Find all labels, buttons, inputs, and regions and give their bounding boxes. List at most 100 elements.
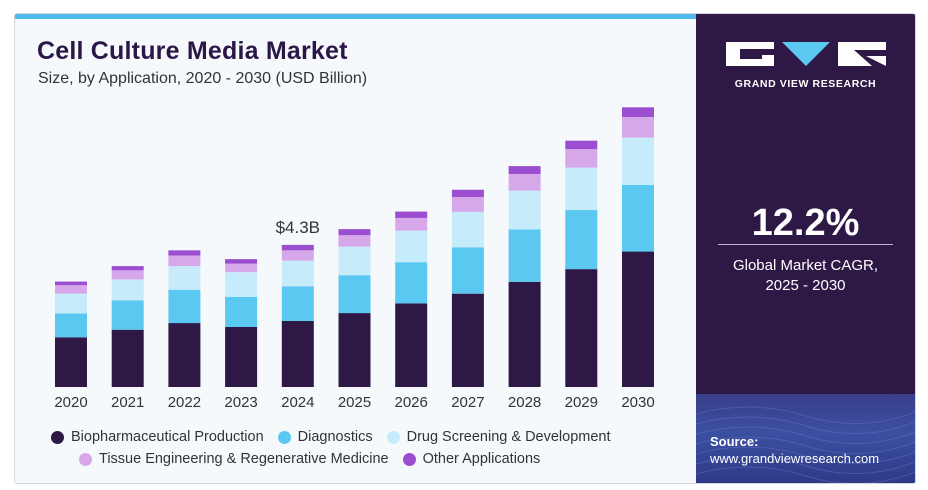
bar-segment-2026-5 [395,211,428,218]
legend-label: Diagnostics [297,429,373,445]
legend-dot [402,452,416,466]
legend-dot [277,430,291,444]
bar-segment-2028-5 [508,166,541,174]
bar-segment-2021-1 [111,329,144,387]
legend-item-other-applications: Other Applications [402,451,541,467]
bar-segment-2028-3 [508,190,541,230]
bar-segment-2020-2 [55,313,87,338]
bar-segment-2026-2 [395,262,428,304]
x-tick-label: 2025 [338,394,371,411]
bar-segment-2020-5 [55,281,87,286]
bar-segment-2022-3 [168,266,201,290]
accent-bar [15,14,696,19]
bar-segment-2023-2 [225,297,258,328]
x-tick-label: 2030 [621,394,654,411]
bar-segment-2021-4 [111,270,144,280]
cagr-label: Global Market CAGR, 2025 - 2030 [696,256,915,296]
x-tick-label: 2020 [54,394,87,411]
bar-segment-2020-4 [55,285,87,294]
bar-segment-2021-5 [111,266,144,271]
bar-segment-2025-3 [338,246,371,276]
bar-segment-2024-1 [281,320,314,387]
grand-view-research-logo [726,42,886,66]
bar-segment-2027-4 [451,197,484,212]
bar-segment-2028-2 [508,229,541,282]
legend-item-diagnostics: Diagnostics [277,429,373,445]
bar-segment-2029-4 [565,149,598,168]
legend-dot [386,430,400,444]
wave-pattern [696,406,915,483]
bar-segment-2022-4 [168,255,201,267]
bar-segment-2027-1 [451,293,484,387]
bar-segment-2020-1 [55,337,87,387]
legend-item-biopharmaceutical: Biopharmaceutical Production [51,429,264,445]
legend-row-2: Tissue Engineering & Regenerative Medici… [51,448,691,470]
summary-panel: GRAND VIEW RESEARCH 12.2% Global Market … [696,14,915,483]
cagr-label-line-1: Global Market CAGR, [732,257,879,274]
legend-dot [51,430,64,444]
value-annotation: $4.3B [276,218,320,237]
legend-label: Biopharmaceutical Production [71,429,264,445]
source-url: www.grandviewresearch.com [710,451,880,466]
chart-subtitle: Size, by Application, 2020 - 2030 (USD B… [38,70,368,87]
source-label: Source: [710,434,759,449]
bar-segment-2027-2 [451,247,484,294]
chart-legend: Biopharmaceutical Production Diagnostics… [51,426,691,470]
bar-segment-2022-5 [168,250,201,256]
x-tick-label: 2021 [111,394,144,411]
chart-card: Cell Culture Media Market Size, by Appli… [14,13,916,484]
divider [718,244,893,245]
bar-segment-2030-1 [622,251,654,387]
bar-segment-2022-2 [168,289,201,324]
bar-segment-2030-2 [622,184,654,252]
bar-segment-2021-3 [111,279,144,301]
legend-row-1: Biopharmaceutical Production Diagnostics… [51,426,691,448]
bar-segment-2028-1 [508,281,541,387]
bar-segment-2024-4 [281,250,314,261]
bar-segment-2025-4 [338,235,371,247]
legend-dot [79,452,92,466]
bar-segment-2027-3 [451,211,484,248]
bar-segment-2026-1 [395,303,428,387]
brand-name: GRAND VIEW RESEARCH [734,78,877,90]
bar-segment-2023-3 [225,272,258,298]
x-tick-label: 2023 [224,394,257,411]
legend-item-drug-screening: Drug Screening & Development [386,429,611,445]
legend-label: Other Applications [422,451,541,467]
cagr-value: 12.2% [751,202,860,244]
legend-label: Tissue Engineering & Regenerative Medici… [99,451,389,467]
x-tick-label: 2029 [565,394,598,411]
bar-segment-2023-1 [225,327,258,387]
bar-segment-2030-5 [622,107,654,118]
bar-segment-2024-5 [281,244,314,251]
stacked-bar-chart: 2020 2021 2022 2023 $4.3B 2024 2025 2026 2027 202… [54,107,655,411]
x-tick-label: 2024 [281,394,314,411]
bar-segment-2028-4 [508,173,541,191]
bar-segment-2023-5 [225,259,258,264]
legend-label: Drug Screening & Development [406,429,611,445]
legend-item-tissue-engineering: Tissue Engineering & Regenerative Medici… [79,451,389,467]
x-tick-label: 2022 [168,394,201,411]
x-tick-label: 2028 [508,394,541,411]
bar-segment-2029-5 [565,140,598,150]
chart-panel: Cell Culture Media Market Size, by Appli… [15,14,696,483]
x-tick-label: 2027 [451,394,484,411]
bar-segment-2025-1 [338,313,371,387]
x-tick-label: 2026 [395,394,428,411]
bar-segment-2024-3 [281,260,314,287]
bar-segment-2030-4 [622,117,654,138]
bar-segment-2020-3 [55,293,87,314]
source-box [696,394,915,483]
bar-segment-2027-5 [451,189,484,198]
bar-segment-2021-2 [111,300,144,330]
chart-title: Cell Culture Media Market [37,37,348,65]
bar-segment-2024-2 [281,286,314,321]
bar-segment-2023-4 [225,263,258,273]
bar-segment-2029-2 [565,210,598,270]
bar-segment-2022-1 [168,323,201,387]
bar-segment-2025-2 [338,275,371,314]
cagr-label-line-2: 2025 - 2030 [765,277,846,294]
bar-segment-2026-3 [395,230,428,263]
bar-segment-2026-4 [395,217,428,231]
bar-segment-2030-3 [622,137,654,185]
